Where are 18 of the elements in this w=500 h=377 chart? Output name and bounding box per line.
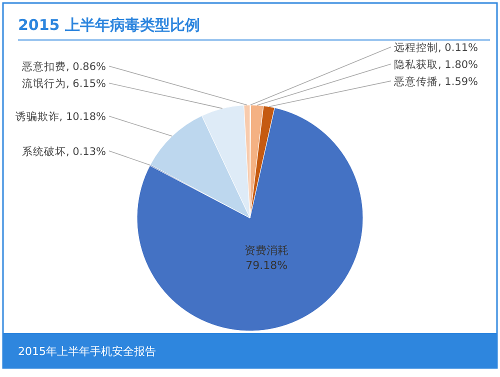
slice-label: 流氓行为 [22,77,66,90]
chart-title: 2015 上半年病毒类型比例 [18,16,200,34]
slice-label: 资费消耗 [244,244,289,257]
slice-label: 诱骗欺诈 [15,110,60,124]
data-label: , 0.13% [66,146,106,158]
slice-label: 恶意扣费 [20,60,66,74]
data-label: , 6.15% [66,78,106,90]
data-label: , 10.18% [59,111,106,124]
data-label: , 1.80% [438,58,478,71]
data-label: 79.18% [246,258,288,272]
slice-label: 系统破坏 [22,144,66,158]
text: 2015年上半年手机安全报告 [18,345,156,358]
data-label: , 0.86% [66,61,106,74]
slice-label: 恶意传播 [393,74,438,88]
slice-label: 远程控制 [394,40,438,54]
slice-label: 隐私获取 [394,58,438,71]
data-label: , 1.59% [438,76,478,88]
data-label: , 0.11% [438,42,478,54]
